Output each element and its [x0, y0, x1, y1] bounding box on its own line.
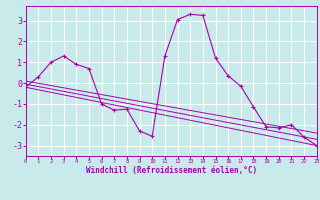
X-axis label: Windchill (Refroidissement éolien,°C): Windchill (Refroidissement éolien,°C) — [86, 166, 257, 175]
